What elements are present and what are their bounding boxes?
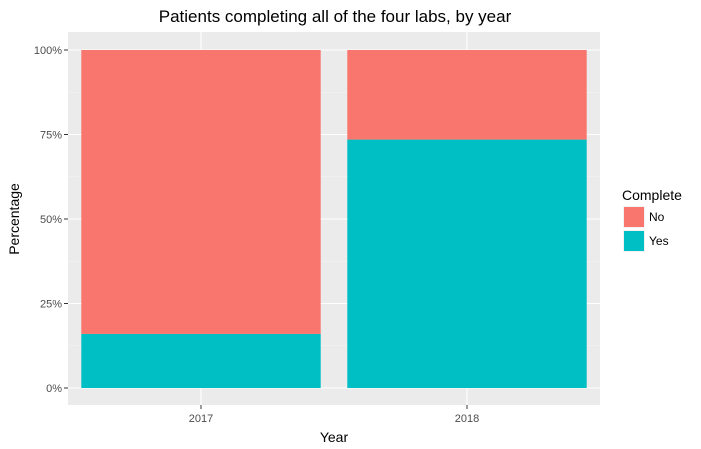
legend-title: Complete <box>622 187 682 203</box>
x-axis: 2017 2018 <box>189 405 479 425</box>
y-tick-label: 75% <box>40 130 62 142</box>
legend-items: No Yes <box>623 206 669 252</box>
chart-title: Patients completing all of the four labs… <box>159 7 512 26</box>
y-tick-label: 25% <box>40 299 62 311</box>
y-axis: 0% 25% 50% 75% 100% <box>34 45 68 395</box>
bar-yes-2018 <box>347 139 587 388</box>
legend-label-no: No <box>649 210 665 224</box>
y-axis-title: Percentage <box>6 183 22 255</box>
legend-label-yes: Yes <box>649 234 669 248</box>
legend-swatch-yes <box>624 231 644 251</box>
bar-yes-2017 <box>81 333 321 388</box>
bars <box>81 50 587 388</box>
x-tick-label: 2017 <box>189 413 213 425</box>
y-tick-label: 0% <box>46 383 62 395</box>
legend: Complete No Yes <box>622 187 682 252</box>
y-tick-label: 100% <box>34 45 62 57</box>
bar-no-2017 <box>81 50 321 334</box>
y-tick-label: 50% <box>40 214 62 226</box>
x-axis-title: Year <box>320 429 349 445</box>
bar-no-2018 <box>347 50 587 140</box>
x-tick-label: 2018 <box>455 413 479 425</box>
legend-swatch-no <box>624 207 644 227</box>
